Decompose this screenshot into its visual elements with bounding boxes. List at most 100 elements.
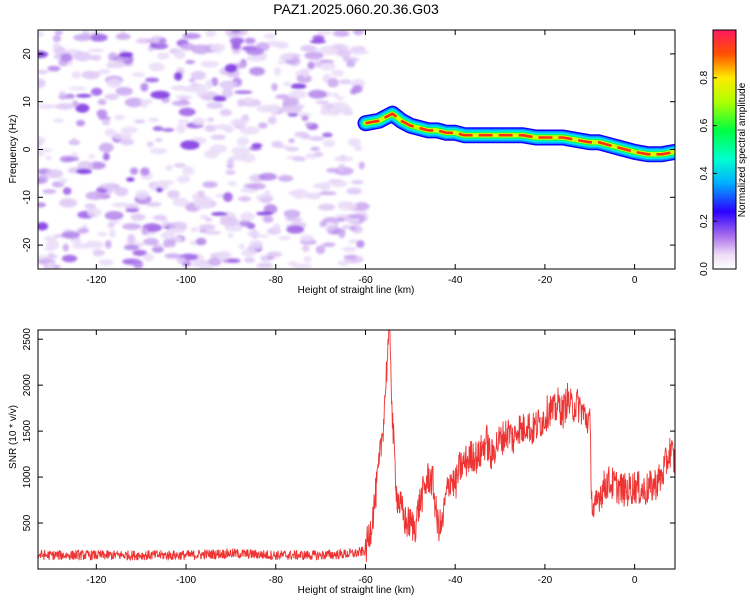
noise-blob: [352, 30, 364, 36]
noise-blob: [271, 83, 278, 92]
noise-blob: [123, 244, 140, 251]
noise-blob: [190, 70, 207, 81]
noise-blob: [210, 134, 226, 140]
noise-blob: [62, 187, 72, 195]
noise-blob: [88, 154, 96, 159]
colorbar-tick-label: 0.0: [699, 262, 710, 276]
noise-blob: [301, 69, 309, 78]
noise-blob: [307, 61, 315, 70]
noise-blob: [272, 223, 281, 232]
noise-blob: [277, 235, 291, 241]
noise-blob: [338, 202, 358, 211]
snr-y-axis-title: SNR (10 * v/v): [8, 405, 19, 469]
noise-blob: [224, 126, 235, 134]
noise-blob: [205, 217, 213, 222]
noise-blob: [132, 259, 144, 269]
noise-blob: [195, 237, 207, 246]
noise-blob: [174, 71, 183, 81]
noise-blob: [226, 157, 235, 168]
y-tick-label: -10: [22, 190, 33, 205]
noise-blob: [135, 189, 149, 200]
noise-blob: [238, 220, 252, 227]
noise-blob: [142, 253, 155, 262]
noise-blob: [156, 52, 170, 60]
y-tick-label: 1500: [22, 420, 33, 443]
noise-blob: [320, 102, 327, 113]
noise-blob: [227, 181, 238, 187]
noise-blob: [192, 117, 206, 126]
noise-blob: [273, 66, 282, 76]
colorbar-tick-label: 0.4: [699, 166, 710, 180]
noise-blob: [145, 77, 160, 83]
noise-blob: [234, 90, 253, 95]
noise-blob: [356, 240, 365, 248]
noise-blob: [211, 212, 228, 216]
noise-blob: [337, 260, 349, 267]
noise-blob: [283, 81, 291, 87]
noise-blob: [314, 60, 322, 68]
noise-blob: [334, 156, 354, 162]
noise-blob: [282, 105, 302, 115]
noise-blob: [200, 60, 219, 68]
noise-blob: [282, 97, 300, 107]
noise-blob: [75, 103, 90, 113]
colorbar-tick-label: 0.8: [699, 70, 710, 84]
noise-blob: [309, 135, 325, 142]
noise-blob: [301, 115, 309, 121]
noise-blob: [153, 244, 163, 248]
noise-blob: [219, 108, 232, 117]
noise-blob: [323, 139, 336, 148]
y-tick-label: 0: [22, 146, 33, 152]
noise-blob: [185, 60, 196, 65]
noise-blob: [206, 117, 215, 122]
noise-blob: [256, 262, 274, 269]
noise-blob: [73, 51, 92, 62]
noise-blob: [209, 43, 226, 52]
x-tick-label: 0: [632, 275, 638, 286]
noise-blob: [331, 69, 345, 77]
noise-blob: [244, 37, 256, 45]
noise-blob: [347, 239, 358, 244]
noise-blob: [160, 231, 175, 240]
noise-blob: [241, 153, 256, 163]
noise-blob: [85, 191, 104, 200]
chart-title: PAZ1.2025.060.20.36.G03: [273, 1, 439, 17]
noise-blob: [237, 196, 252, 202]
noise-blob: [224, 63, 238, 73]
noise-blob: [296, 74, 312, 84]
noise-blob: [133, 119, 146, 124]
noise-blob: [249, 66, 266, 76]
noise-blob: [210, 77, 219, 87]
noise-blob: [236, 136, 250, 146]
noise-blob: [343, 254, 357, 260]
noise-blob: [316, 30, 332, 35]
noise-blob: [245, 47, 264, 56]
noise-blob: [140, 167, 150, 176]
noise-blob: [97, 99, 107, 106]
noise-blob: [55, 103, 75, 110]
noise-blob: [176, 175, 191, 184]
noise-blob: [256, 234, 270, 238]
x-tick-label: -120: [86, 275, 106, 286]
noise-blob: [229, 37, 244, 45]
noise-blob: [146, 141, 154, 148]
noise-blob: [150, 42, 169, 50]
noise-blob: [164, 253, 181, 259]
noise-blob: [47, 65, 61, 72]
noise-blob: [114, 114, 125, 121]
noise-blob: [305, 192, 322, 199]
noise-blob: [155, 187, 163, 193]
noise-blob: [201, 95, 212, 100]
noise-blob: [158, 37, 167, 45]
noise-blob: [251, 143, 263, 148]
noise-blob: [38, 69, 49, 75]
noise-blob: [96, 109, 108, 118]
noise-blob: [346, 60, 356, 68]
noise-blob: [286, 225, 305, 234]
x-tick-label: -20: [538, 275, 553, 286]
noise-blob: [227, 232, 234, 239]
noise-blob: [182, 32, 201, 40]
noise-blob: [87, 207, 102, 218]
noise-blob: [249, 239, 264, 250]
noise-blob: [260, 196, 272, 204]
